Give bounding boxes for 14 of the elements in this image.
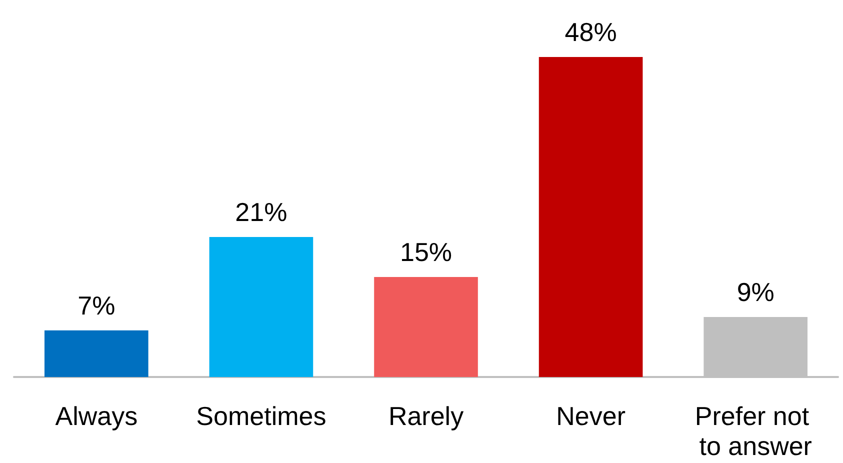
x-tick-label: Sometimes [196,401,326,431]
x-tick-label: Always [55,401,138,431]
x-tick-label: Never [556,401,626,431]
x-tick-label: Rarely [388,401,464,431]
data-label: 15% [400,237,452,267]
bar [538,57,643,377]
data-label: 7% [78,290,116,320]
bar [44,330,148,377]
data-label: 9% [736,277,774,307]
bar [374,277,478,377]
data-label: 21% [235,197,288,227]
bar [209,237,314,377]
data-label: 48% [564,17,617,47]
x-tick-label: Prefer not to answer [694,401,816,461]
